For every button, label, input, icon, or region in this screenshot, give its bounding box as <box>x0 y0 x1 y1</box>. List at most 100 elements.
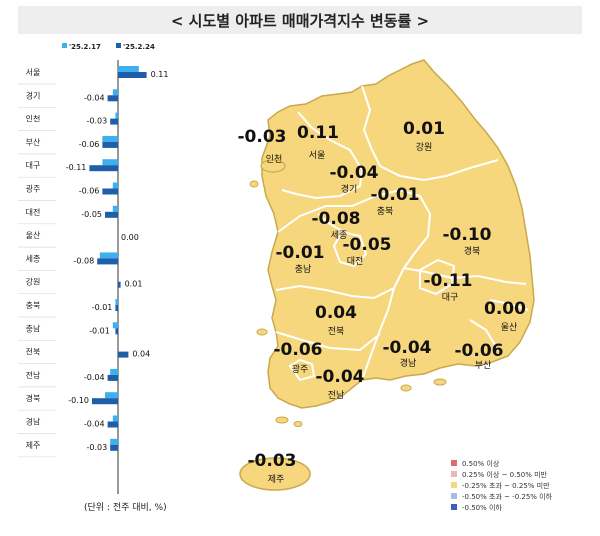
category-label: 대전 <box>26 207 41 217</box>
data-label: -0.04 <box>84 373 105 382</box>
name-sejong: 세종 <box>331 230 348 241</box>
value-chungnam: -0.01 <box>276 243 325 263</box>
value-jeju: -0.03 <box>248 451 297 471</box>
category-label: 전남 <box>26 370 41 380</box>
data-label: -0.01 <box>92 303 113 312</box>
bar-curr-week <box>110 118 118 125</box>
bar-prev-week <box>112 322 118 329</box>
value-jeonbuk: 0.04 <box>315 303 357 323</box>
value-jeonnam: -0.04 <box>316 367 365 387</box>
bar-prev-week <box>118 66 139 72</box>
name-busan: 부산 <box>475 360 492 371</box>
category-label: 광주 <box>26 184 41 194</box>
bar-curr-week <box>118 351 129 358</box>
bar-curr-week <box>102 141 118 148</box>
bar-row: 경북 -0.10 <box>18 392 118 411</box>
name-jeju: 제주 <box>268 474 285 485</box>
category-label: 부산 <box>26 137 41 147</box>
data-label: 0.00 <box>121 233 139 242</box>
legend-label-series-1: '25.2.24 <box>123 43 155 51</box>
legend-label-series-0: '25.2.17 <box>69 43 101 51</box>
category-label: 세종 <box>26 254 41 263</box>
category-label: 충북 <box>26 301 41 310</box>
bar-prev-week <box>115 299 118 305</box>
bar-curr-week <box>102 188 118 195</box>
value-gyeonggi: -0.04 <box>330 163 379 183</box>
bar-row: 대구 -0.11 <box>18 159 118 178</box>
mainland-shape <box>261 59 535 409</box>
value-gwangju: -0.06 <box>274 340 323 360</box>
bar-prev-week <box>102 159 118 166</box>
bar-row: 경기 -0.04 <box>18 89 118 108</box>
name-jeonbuk: 전북 <box>328 326 345 337</box>
bar-row: 인천 -0.03 <box>18 112 118 131</box>
bar-curr-week <box>107 421 118 428</box>
value-ulsan: 0.00 <box>484 299 526 319</box>
data-label: -0.04 <box>84 93 105 102</box>
value-chungbuk: -0.01 <box>371 185 420 205</box>
bar-row: 광주 -0.06 <box>18 182 118 201</box>
bar-curr-week <box>118 72 147 78</box>
legend-label-2: -0.25% 초과 ~ 0.25% 미만 <box>462 481 550 490</box>
bar-prev-week <box>102 135 118 142</box>
bar-curr-week <box>107 95 118 102</box>
value-seoul: 0.11 <box>297 123 339 143</box>
bar-row: 전남 -0.04 <box>18 368 118 388</box>
bar-curr-week <box>92 398 118 405</box>
category-label: 경기 <box>26 90 41 100</box>
islet <box>293 421 303 427</box>
legend-swatch-series-1 <box>116 43 121 48</box>
name-gyeongbuk: 경북 <box>464 245 481 257</box>
data-label: 0.11 <box>151 70 169 79</box>
bar-curr-week <box>105 211 118 218</box>
bar-prev-week <box>112 205 118 212</box>
bar-row: 전북 0.04 <box>18 347 150 364</box>
bar-curr-week <box>110 444 118 451</box>
legend-label-3: -0.50% 초과 ~ -0.25% 이하 <box>462 492 553 501</box>
bar-prev-week <box>112 89 118 96</box>
data-label: -0.06 <box>79 187 100 196</box>
name-daejeon: 대전 <box>347 256 364 267</box>
bar-curr-week <box>89 165 118 172</box>
data-label: -0.01 <box>89 326 110 335</box>
data-label: -0.05 <box>81 210 102 219</box>
bar-prev-week <box>110 438 118 445</box>
bar-row: 울산 0.00 <box>18 230 139 248</box>
data-label: -0.08 <box>73 256 94 265</box>
bar-prev-week <box>112 415 118 422</box>
region-labels: -0.03 인천 0.11 서울 0.01 강원 -0.04 경기 -0.01 … <box>238 119 527 485</box>
value-sejong: -0.08 <box>312 209 361 229</box>
category-label: 전북 <box>26 347 41 357</box>
bar-curr-week <box>107 374 118 381</box>
map-legend: 0.50% 이상 0.25% 이상 ~ 0.50% 미만 -0.25% 초과 ~… <box>451 459 553 512</box>
bar-prev-week <box>112 182 118 189</box>
data-label: 0.04 <box>132 350 150 359</box>
legend-label-1: 0.25% 이상 ~ 0.50% 미만 <box>462 470 548 479</box>
category-label: 경남 <box>26 417 41 427</box>
jeju-shape <box>239 457 311 491</box>
bar-curr-week <box>115 305 118 311</box>
bar-curr-week <box>115 328 118 335</box>
value-busan: -0.06 <box>455 341 504 361</box>
legend-swatch-1 <box>451 471 457 477</box>
chart-title: < 시도별 아파트 매매가격지수 변동률 > <box>170 11 430 30</box>
region-boundaries <box>275 85 529 382</box>
data-label: -0.03 <box>86 443 107 452</box>
name-gangwon: 강원 <box>416 142 433 153</box>
legend-swatch-4 <box>451 504 457 510</box>
unit-note: (단위 : 전주 대비, %) <box>84 503 167 513</box>
legend-label-0: 0.50% 이상 <box>462 459 500 468</box>
bar-row: 대전 -0.05 <box>18 205 118 225</box>
name-gyeongnam: 경남 <box>400 357 417 369</box>
name-gwangju: 광주 <box>292 363 309 375</box>
name-gyeonggi: 경기 <box>341 183 358 195</box>
bar-curr-week <box>97 258 118 265</box>
category-label: 대구 <box>26 161 41 170</box>
bar-row: 서울 0.11 <box>18 66 169 85</box>
value-gyeongbuk: -0.10 <box>443 225 492 245</box>
value-daejeon: -0.05 <box>343 235 392 255</box>
legend-label-4: -0.50% 이하 <box>462 503 502 512</box>
islet <box>400 384 412 392</box>
